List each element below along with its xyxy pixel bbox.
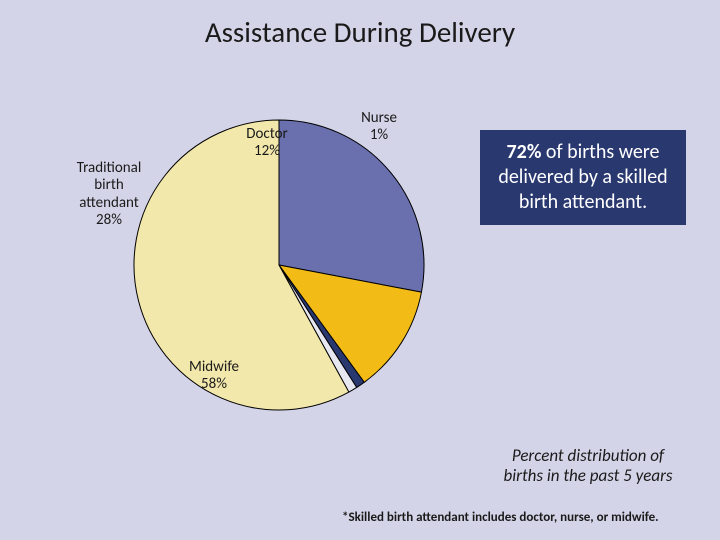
slice-label-doctor: Doctor12%	[237, 126, 297, 161]
footnote: *Skilled birth attendant includes doctor…	[342, 510, 659, 525]
subtitle-line1: Percent distribution of	[512, 445, 664, 466]
slice-label-midwife: Midwife58%	[174, 359, 254, 394]
callout-pct: 72%	[507, 140, 542, 164]
slice-label-nurse: Nurse1%	[354, 110, 404, 145]
subtitle-line2: births in the past 5 years	[503, 465, 672, 486]
slice-label-traditional: Traditionalbirthattendant28%	[61, 160, 157, 229]
callout-box: 72% of births were delivered by a skille…	[480, 130, 686, 225]
pie-slice-traditional	[279, 120, 424, 292]
subtitle: Percent distribution of births in the pa…	[470, 446, 706, 487]
